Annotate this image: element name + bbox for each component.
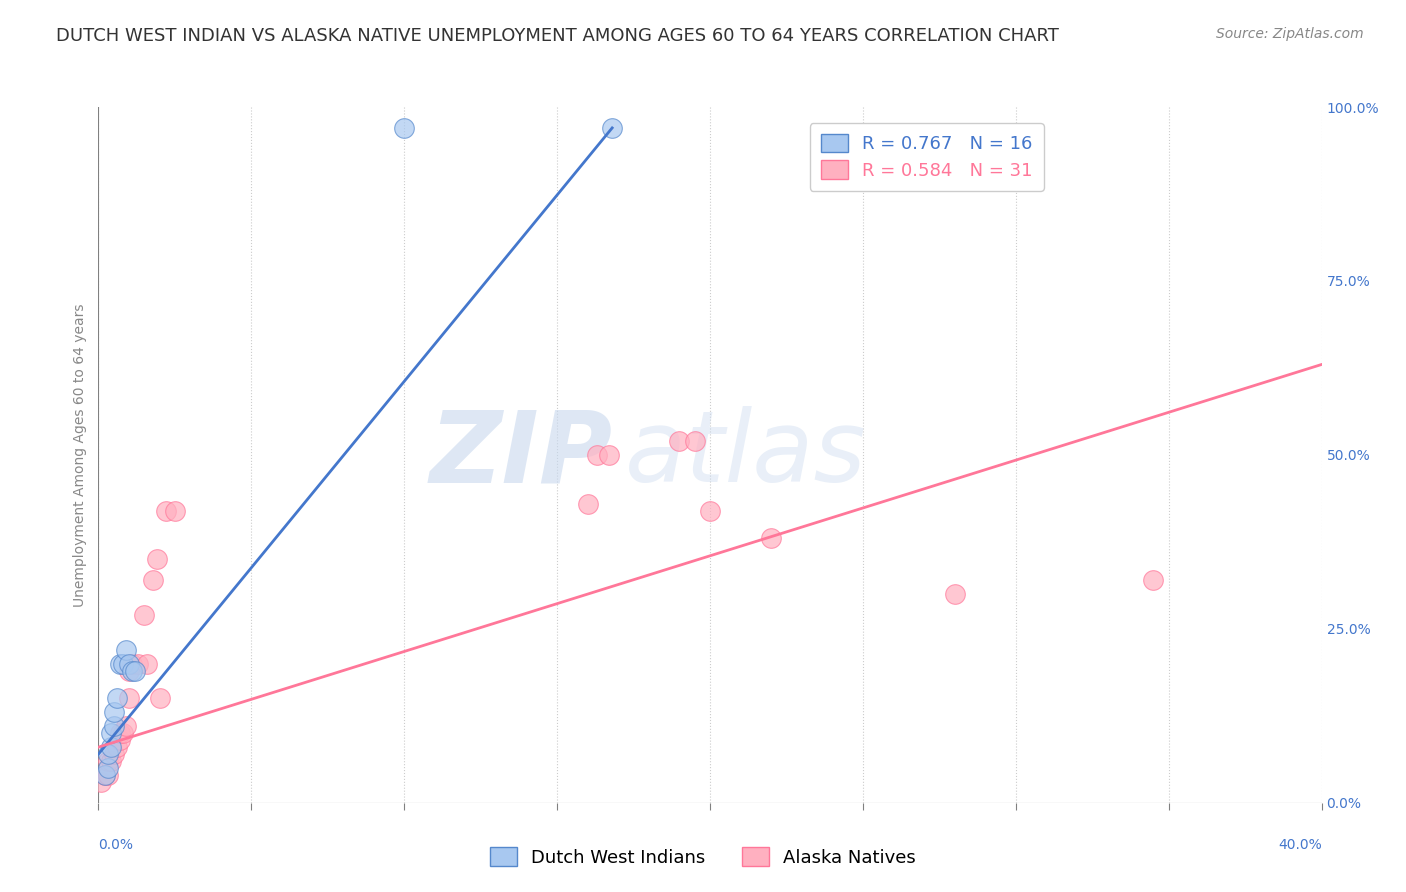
Point — [136, 657, 159, 671]
Point — [108, 726, 131, 740]
Point — [668, 434, 690, 448]
Point — [103, 747, 125, 761]
Point — [111, 726, 134, 740]
Point — [100, 726, 122, 740]
Point — [683, 434, 706, 448]
Point — [121, 664, 143, 678]
Point — [108, 657, 131, 671]
Y-axis label: Unemployment Among Ages 60 to 64 years: Unemployment Among Ages 60 to 64 years — [73, 303, 87, 607]
Point — [127, 657, 149, 671]
Point — [943, 587, 966, 601]
Text: 0.0%: 0.0% — [98, 838, 134, 852]
Point — [392, 120, 416, 135]
Point — [111, 657, 134, 671]
Point — [115, 642, 138, 657]
Point — [108, 733, 131, 747]
Point — [90, 775, 112, 789]
Point — [759, 532, 782, 546]
Point — [145, 552, 167, 566]
Text: ZIP: ZIP — [429, 407, 612, 503]
Point — [97, 754, 120, 768]
Point — [97, 747, 120, 761]
Text: DUTCH WEST INDIAN VS ALASKA NATIVE UNEMPLOYMENT AMONG AGES 60 TO 64 YEARS CORREL: DUTCH WEST INDIAN VS ALASKA NATIVE UNEMP… — [56, 27, 1059, 45]
Text: Source: ZipAtlas.com: Source: ZipAtlas.com — [1216, 27, 1364, 41]
Point — [155, 503, 177, 517]
Point — [103, 719, 125, 733]
Point — [586, 448, 609, 462]
Point — [115, 719, 138, 733]
Point — [1142, 573, 1164, 587]
Point — [124, 664, 146, 678]
Point — [100, 754, 122, 768]
Point — [105, 691, 128, 706]
Point — [97, 768, 120, 782]
Legend: Dutch West Indians, Alaska Natives: Dutch West Indians, Alaska Natives — [482, 840, 924, 874]
Point — [105, 740, 128, 755]
Text: atlas: atlas — [624, 407, 866, 503]
Text: 40.0%: 40.0% — [1278, 838, 1322, 852]
Point — [118, 657, 141, 671]
Point — [93, 768, 115, 782]
Point — [598, 448, 620, 462]
Point — [103, 706, 125, 720]
Point — [100, 740, 122, 755]
Point — [118, 664, 141, 678]
Point — [97, 761, 120, 775]
Point — [699, 503, 721, 517]
Legend: R = 0.767   N = 16, R = 0.584   N = 31: R = 0.767 N = 16, R = 0.584 N = 31 — [810, 123, 1043, 191]
Point — [134, 607, 156, 622]
Point — [600, 120, 623, 135]
Point — [121, 657, 143, 671]
Point — [118, 691, 141, 706]
Point — [149, 691, 172, 706]
Point — [576, 497, 599, 511]
Point — [163, 503, 186, 517]
Point — [142, 573, 165, 587]
Point — [93, 768, 115, 782]
